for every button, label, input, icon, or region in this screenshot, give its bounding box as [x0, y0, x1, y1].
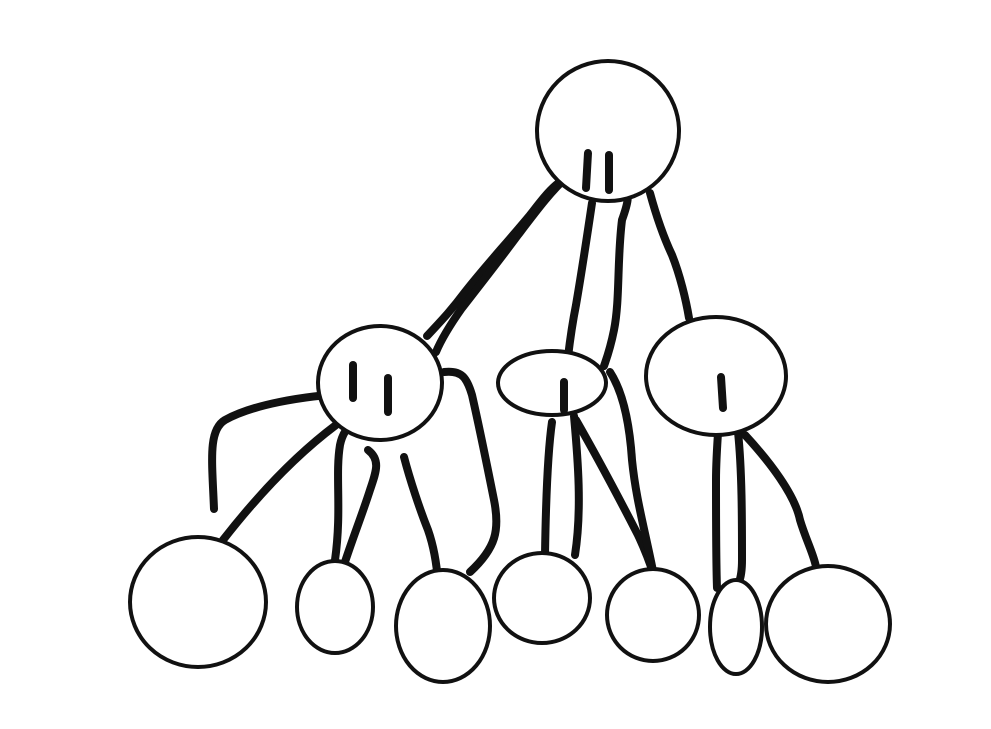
edge-root-mid-left-b: [432, 172, 572, 356]
edge-mid-right-leaf-6-b: [725, 428, 746, 599]
edge-root-mid-right: [646, 189, 693, 322]
node-mid-right: [644, 315, 788, 437]
node-leaf-4: [492, 551, 592, 645]
edge-mid-center-leaf-5-a: [570, 412, 583, 559]
edge-mid-center-leaf-5-b: [572, 416, 658, 580]
node-leaf-7: [764, 564, 892, 684]
edge-mid-left-leaf-2-b: [340, 446, 381, 569]
node-leaf-3: [394, 568, 492, 684]
edge-root-mid-center-a: [564, 199, 596, 361]
node-marks: [349, 149, 727, 416]
node-leaf-1: [128, 535, 268, 669]
node-root: [535, 59, 681, 203]
mid-right-mark: [717, 373, 727, 412]
edge-root-mid-center-b: [600, 179, 632, 370]
edge-mid-right-leaf-7: [741, 431, 820, 571]
node-leaf-5: [605, 567, 701, 663]
edge-mid-left-leaf-4: [440, 367, 501, 576]
edge-mid-left-leaf-1-a: [208, 389, 358, 513]
edge-mid-left-leaf-1-b: [219, 421, 340, 544]
edge-mid-center-leaf-4: [541, 418, 556, 559]
node-mid-center: [496, 349, 608, 417]
tree-nodes: [128, 59, 892, 684]
node-leaf-2: [295, 559, 375, 655]
node-mid-left: [316, 324, 444, 442]
tree-edges: [208, 169, 820, 599]
node-leaf-6: [708, 578, 764, 676]
edge-mid-left-leaf-3: [400, 453, 442, 586]
edge-mid-center-leaf-5-c: [606, 368, 658, 580]
root-mark-left: [582, 149, 592, 192]
